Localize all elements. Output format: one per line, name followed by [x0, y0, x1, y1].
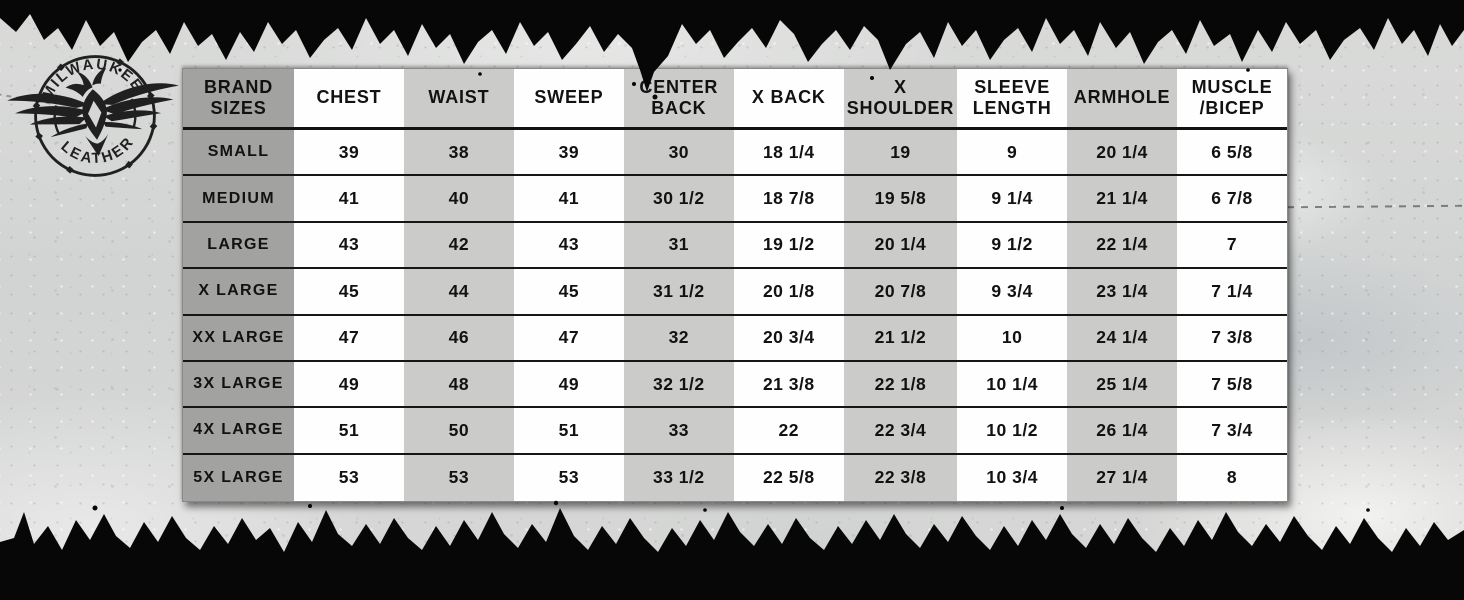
column-header-x-back: X BACK — [733, 69, 844, 130]
cell-large-x-shoulder: 20 1/4 — [843, 222, 958, 270]
cell-3x-large-center-back: 32 1/2 — [623, 361, 734, 409]
row-label-5x-large: 5X LARGE — [183, 454, 294, 501]
cell-small-sleeve-length: 9 — [957, 130, 1068, 177]
cell-medium-x-back: 18 7/8 — [733, 176, 844, 223]
cell-x-large-sweep: 45 — [513, 269, 624, 316]
cell-large-sleeve-length: 9 1/2 — [957, 222, 1068, 270]
row-label-3x-large: 3X LARGE — [183, 361, 294, 409]
cell-small-muscle-bicep: 6 5/8 — [1177, 130, 1287, 177]
cell-small-x-shoulder: 19 — [843, 130, 958, 177]
cell-xx-large-waist: 46 — [403, 315, 514, 362]
cell-x-large-x-shoulder: 20 7/8 — [843, 269, 958, 316]
cell-xx-large-muscle-bicep: 7 3/8 — [1177, 315, 1287, 362]
cell-5x-large-sleeve-length: 10 3/4 — [957, 454, 1068, 501]
cell-medium-waist: 40 — [403, 176, 514, 223]
cell-3x-large-waist: 48 — [403, 361, 514, 409]
cell-4x-large-x-back: 22 — [733, 408, 844, 455]
cell-3x-large-armhole: 25 1/4 — [1067, 361, 1178, 409]
column-header-waist: WAIST — [403, 69, 514, 130]
cell-xx-large-sweep: 47 — [513, 315, 624, 362]
cell-large-armhole: 22 1/4 — [1067, 222, 1178, 270]
cell-small-waist: 38 — [403, 130, 514, 177]
cell-5x-large-muscle-bicep: 8 — [1177, 454, 1287, 501]
column-header-chest: CHEST — [294, 69, 404, 130]
row-label-small: SMALL — [183, 130, 294, 177]
cell-xx-large-chest: 47 — [294, 315, 404, 362]
cell-large-chest: 43 — [294, 222, 404, 270]
cell-medium-chest: 41 — [294, 176, 404, 223]
cell-4x-large-sleeve-length: 10 1/2 — [957, 408, 1068, 455]
cell-x-large-muscle-bicep: 7 1/4 — [1177, 269, 1287, 316]
cell-large-center-back: 31 — [623, 222, 734, 270]
cell-large-sweep: 43 — [513, 222, 624, 270]
cell-4x-large-x-shoulder: 22 3/4 — [843, 408, 958, 455]
cell-x-large-center-back: 31 1/2 — [623, 269, 734, 316]
cell-small-x-back: 18 1/4 — [733, 130, 844, 177]
cell-medium-sleeve-length: 9 1/4 — [957, 176, 1068, 223]
cell-5x-large-chest: 53 — [294, 454, 404, 501]
cell-5x-large-x-shoulder: 22 3/8 — [843, 454, 958, 501]
cell-3x-large-sweep: 49 — [513, 361, 624, 409]
row-label-4x-large: 4X LARGE — [183, 408, 294, 455]
cell-xx-large-center-back: 32 — [623, 315, 734, 362]
cell-x-large-armhole: 23 1/4 — [1067, 269, 1178, 316]
cell-4x-large-armhole: 26 1/4 — [1067, 408, 1178, 455]
size-chart-table: BRAND SIZES CHEST WAIST SWEEP CENTER BACK X B… — [182, 68, 1288, 502]
cell-medium-armhole: 21 1/4 — [1067, 176, 1178, 223]
column-header-x-shoulder: X SHOULDER — [843, 69, 958, 130]
column-header-brand-sizes: BRAND SIZES — [183, 69, 294, 130]
cell-medium-muscle-bicep: 6 7/8 — [1177, 176, 1287, 223]
cell-5x-large-sweep: 53 — [513, 454, 624, 501]
cell-x-large-sleeve-length: 9 3/4 — [957, 269, 1068, 316]
cell-3x-large-chest: 49 — [294, 361, 404, 409]
cell-xx-large-x-shoulder: 21 1/2 — [843, 315, 958, 362]
cell-xx-large-sleeve-length: 10 — [957, 315, 1068, 362]
row-label-x-large: X LARGE — [183, 269, 294, 316]
cell-3x-large-x-shoulder: 22 1/8 — [843, 361, 958, 409]
cell-medium-x-shoulder: 19 5/8 — [843, 176, 958, 223]
cell-x-large-chest: 45 — [294, 269, 404, 316]
row-label-xx-large: XX LARGE — [183, 315, 294, 362]
cell-4x-large-center-back: 33 — [623, 408, 734, 455]
row-label-medium: MEDIUM — [183, 176, 294, 223]
cell-medium-sweep: 41 — [513, 176, 624, 223]
cell-4x-large-waist: 50 — [403, 408, 514, 455]
cell-small-center-back: 30 — [623, 130, 734, 177]
cell-small-chest: 39 — [294, 130, 404, 177]
cell-x-large-x-back: 20 1/8 — [733, 269, 844, 316]
row-label-large: LARGE — [183, 222, 294, 270]
cell-4x-large-chest: 51 — [294, 408, 404, 455]
eagle-body-cutout — [88, 100, 102, 128]
cell-large-x-back: 19 1/2 — [733, 222, 844, 270]
column-header-sleeve-length: SLEEVE LENGTH — [957, 69, 1068, 130]
column-header-sweep: SWEEP — [513, 69, 624, 130]
cell-4x-large-muscle-bicep: 7 3/4 — [1177, 408, 1287, 455]
cell-5x-large-x-back: 22 5/8 — [733, 454, 844, 501]
cell-3x-large-muscle-bicep: 7 5/8 — [1177, 361, 1287, 409]
cell-3x-large-x-back: 21 3/8 — [733, 361, 844, 409]
cell-4x-large-sweep: 51 — [513, 408, 624, 455]
cell-xx-large-x-back: 20 3/4 — [733, 315, 844, 362]
milwaukee-leather-logo: MILWAUKEE LEATHER — [7, 52, 179, 177]
column-header-armhole: ARMHOLE — [1067, 69, 1178, 130]
cell-5x-large-waist: 53 — [403, 454, 514, 501]
cell-small-armhole: 20 1/4 — [1067, 130, 1178, 177]
cell-3x-large-sleeve-length: 10 1/4 — [957, 361, 1068, 409]
cell-large-muscle-bicep: 7 — [1177, 222, 1287, 270]
cell-small-sweep: 39 — [513, 130, 624, 177]
column-header-muscle-bicep: MUSCLE /BICEP — [1177, 69, 1287, 130]
cell-5x-large-center-back: 33 1/2 — [623, 454, 734, 501]
column-header-center-back: CENTER BACK — [623, 69, 734, 130]
cell-x-large-waist: 44 — [403, 269, 514, 316]
cell-large-waist: 42 — [403, 222, 514, 270]
cell-5x-large-armhole: 27 1/4 — [1067, 454, 1178, 501]
cell-medium-center-back: 30 1/2 — [623, 176, 734, 223]
cell-xx-large-armhole: 24 1/4 — [1067, 315, 1178, 362]
